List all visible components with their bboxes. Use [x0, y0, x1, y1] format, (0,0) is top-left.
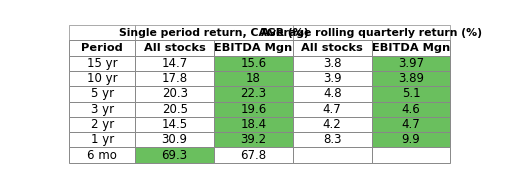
Bar	[135, 117, 214, 132]
Bar	[214, 147, 293, 163]
Bar	[293, 147, 372, 163]
Bar	[372, 41, 450, 56]
Text: 6 mo: 6 mo	[87, 149, 117, 161]
Bar	[214, 56, 293, 71]
Text: 4.7: 4.7	[323, 103, 342, 116]
Text: 3.8: 3.8	[323, 57, 342, 70]
Text: All stocks: All stocks	[301, 43, 363, 53]
Bar	[372, 71, 450, 86]
Text: 9.9: 9.9	[402, 133, 420, 146]
Text: 15 yr: 15 yr	[87, 57, 118, 70]
Text: 10 yr: 10 yr	[87, 72, 118, 85]
Bar	[293, 41, 372, 56]
Bar	[372, 102, 450, 117]
Text: 5 yr: 5 yr	[91, 87, 114, 100]
Text: 20.5: 20.5	[162, 103, 188, 116]
Text: 3.97: 3.97	[398, 57, 424, 70]
Text: 18.4: 18.4	[240, 118, 267, 131]
Bar	[214, 86, 293, 102]
Text: 1 yr: 1 yr	[91, 133, 114, 146]
Text: EBITDA Mgn: EBITDA Mgn	[372, 43, 450, 53]
Bar	[293, 132, 372, 147]
Text: 14.5: 14.5	[162, 118, 188, 131]
Text: EBITDA Mgn: EBITDA Mgn	[214, 43, 293, 53]
Bar	[293, 71, 372, 86]
Text: 3.89: 3.89	[398, 72, 424, 85]
Bar	[214, 41, 293, 56]
Text: Average rolling quarterly return (%): Average rolling quarterly return (%)	[261, 28, 482, 38]
Bar	[372, 147, 450, 163]
Bar	[135, 56, 214, 71]
Bar	[372, 56, 450, 71]
Bar	[135, 86, 214, 102]
Text: Period: Period	[82, 43, 123, 53]
Bar	[214, 71, 293, 86]
Bar	[69, 117, 135, 132]
Bar	[69, 102, 135, 117]
Bar	[69, 71, 135, 86]
Bar	[69, 56, 135, 71]
Text: 19.6: 19.6	[240, 103, 267, 116]
Text: 4.7: 4.7	[402, 118, 420, 131]
Bar	[135, 25, 293, 41]
Text: 69.3: 69.3	[162, 149, 188, 161]
Text: 17.8: 17.8	[162, 72, 188, 85]
Bar	[293, 117, 372, 132]
Text: 4.2: 4.2	[323, 118, 342, 131]
Text: 39.2: 39.2	[240, 133, 267, 146]
Text: 4.8: 4.8	[323, 87, 342, 100]
Bar	[69, 41, 135, 56]
Text: 67.8: 67.8	[240, 149, 267, 161]
Bar	[293, 25, 450, 41]
Bar	[214, 132, 293, 147]
Bar	[293, 86, 372, 102]
Bar	[135, 71, 214, 86]
Text: 22.3: 22.3	[240, 87, 267, 100]
Bar	[69, 147, 135, 163]
Bar	[293, 102, 372, 117]
Bar	[135, 41, 214, 56]
Bar	[372, 117, 450, 132]
Text: 3 yr: 3 yr	[91, 103, 114, 116]
Text: 4.6: 4.6	[402, 103, 420, 116]
Bar	[69, 25, 135, 41]
Bar	[135, 147, 214, 163]
Text: 2 yr: 2 yr	[91, 118, 114, 131]
Bar	[69, 86, 135, 102]
Text: 20.3: 20.3	[162, 87, 188, 100]
Bar	[214, 117, 293, 132]
Text: 14.7: 14.7	[162, 57, 188, 70]
Text: 18: 18	[246, 72, 261, 85]
Text: Single period return, CAGR (%): Single period return, CAGR (%)	[119, 28, 309, 38]
Bar	[69, 132, 135, 147]
Text: 30.9: 30.9	[162, 133, 188, 146]
Text: 3.9: 3.9	[323, 72, 342, 85]
Text: 5.1: 5.1	[402, 87, 420, 100]
Text: 15.6: 15.6	[240, 57, 267, 70]
Bar	[372, 86, 450, 102]
Bar	[135, 132, 214, 147]
Bar	[372, 132, 450, 147]
Text: 8.3: 8.3	[323, 133, 342, 146]
Bar	[135, 102, 214, 117]
Bar	[214, 102, 293, 117]
Bar	[293, 56, 372, 71]
Text: All stocks: All stocks	[144, 43, 205, 53]
